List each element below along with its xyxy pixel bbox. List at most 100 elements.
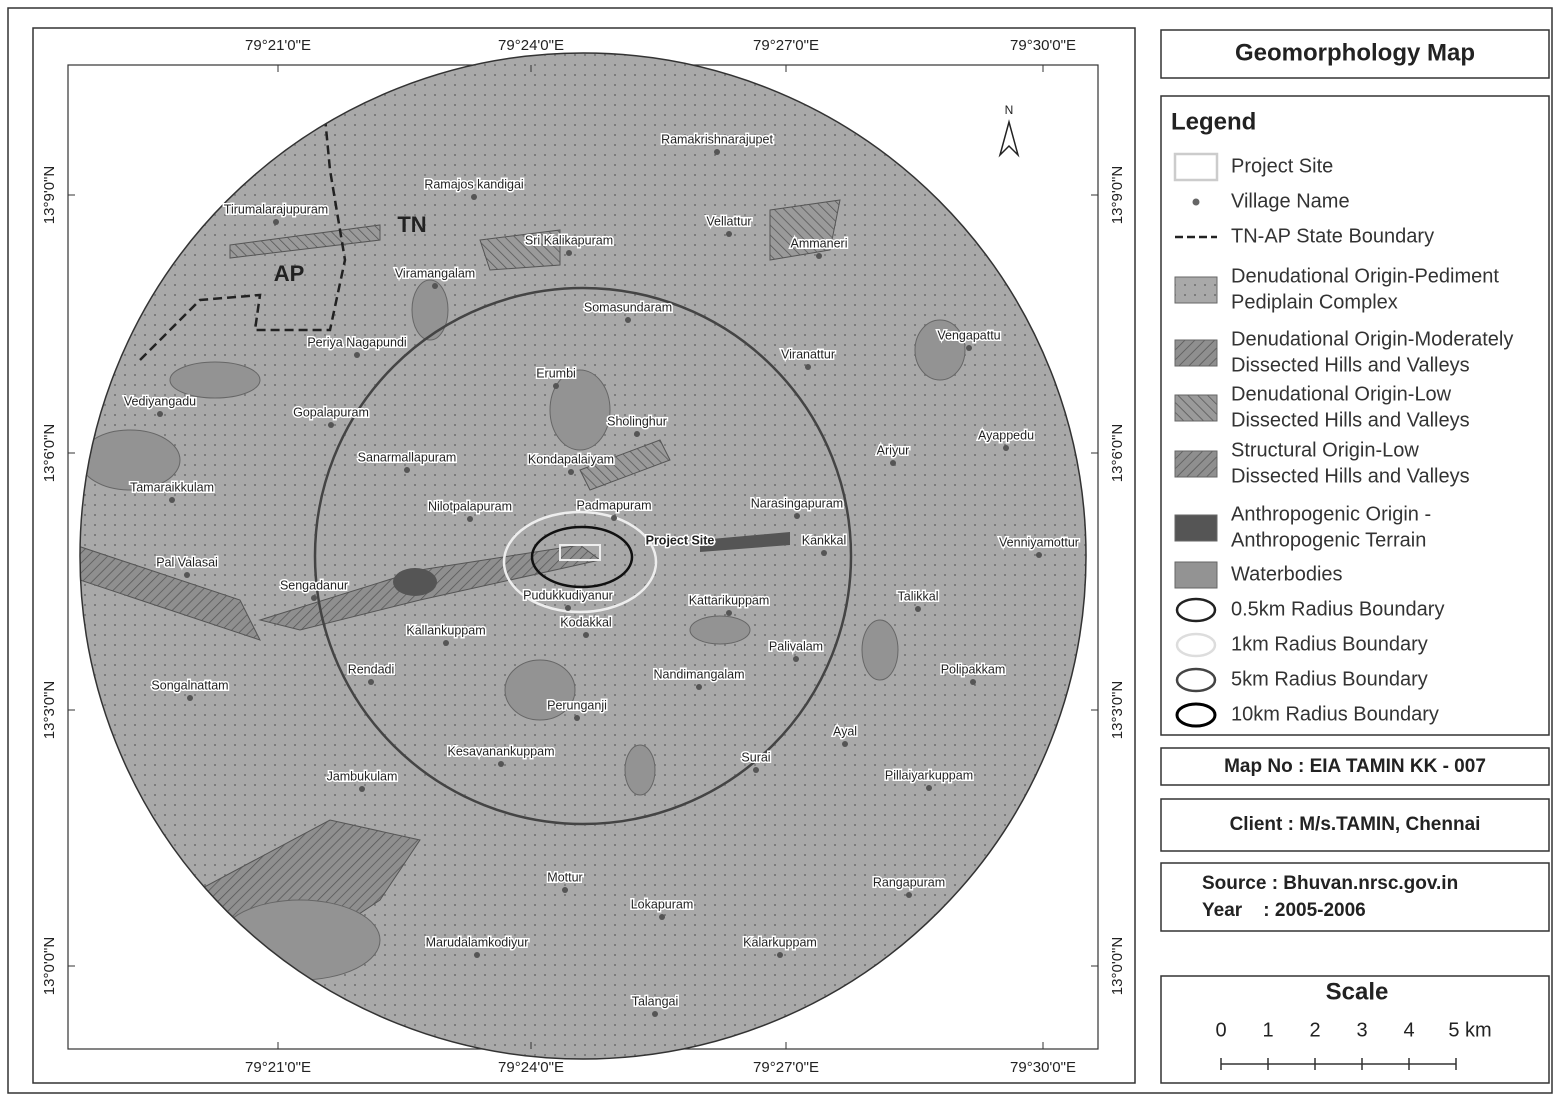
legend-label: Anthropogenic Origin - (1231, 503, 1431, 525)
legend-label: Pediplain Complex (1231, 291, 1398, 313)
legend-symbol (1175, 451, 1217, 477)
longitude-label: 79°30'0"E (1010, 37, 1076, 54)
village-label: Kankkal (802, 533, 846, 547)
village-dot (471, 194, 477, 200)
village-label: Mottur (547, 870, 582, 884)
legend-symbol (1175, 277, 1217, 303)
longitude-label: 79°27'0"E (753, 1059, 819, 1076)
village-dot (793, 656, 799, 662)
latitude-label: 13°0'0"N (1109, 937, 1126, 995)
village-dot (474, 952, 480, 958)
client: Client : M/s.TAMIN, Chennai (1230, 814, 1481, 835)
village-label: Pal Valasai (156, 555, 218, 569)
village-dot (562, 887, 568, 893)
scale-label: 1 (1262, 1019, 1273, 1041)
village-label: Talangai (632, 994, 679, 1008)
source: Source : Bhuvan.nrsc.gov.in (1202, 873, 1458, 894)
village-dot (652, 1011, 658, 1017)
village-dot (1003, 445, 1009, 451)
village-label: Marudalamkodiyur (426, 935, 529, 949)
state-label: TN (397, 212, 426, 237)
village-label: Sengadanur (280, 578, 348, 592)
village-dot (498, 761, 504, 767)
latitude-label: 13°3'0"N (41, 681, 58, 739)
village-label: Jambukulam (327, 769, 398, 783)
village-dot (611, 515, 617, 521)
legend-label: Denudational Origin-Low (1231, 383, 1452, 405)
village-label: Vediyangadu (124, 394, 196, 408)
village-label: Ariyur (877, 443, 910, 457)
village-dot (184, 572, 190, 578)
scale-label: 2 (1309, 1019, 1320, 1041)
village-dot (568, 469, 574, 475)
village-label: Nandimangalam (653, 667, 744, 681)
village-label: Ammaneri (791, 236, 848, 250)
latitude-label: 13°6'0"N (1109, 424, 1126, 482)
village-dot (696, 684, 702, 690)
village-label: Gopalapuram (293, 405, 369, 419)
legend-label: Village Name (1231, 190, 1350, 212)
village-dot (915, 606, 921, 612)
village-dot (794, 513, 800, 519)
village-label: Padmapuram (576, 498, 651, 512)
village-label: Lokapuram (631, 897, 694, 911)
village-dot (966, 345, 972, 351)
village-dot (359, 786, 365, 792)
village-dot (821, 550, 827, 556)
legend-symbol (1193, 199, 1200, 206)
village-label: Kodakkal (560, 615, 611, 629)
village-dot (311, 595, 317, 601)
village-label: Viramangalam (395, 266, 475, 280)
legend-title: Legend (1171, 108, 1256, 135)
village-label: Vellattur (706, 214, 751, 228)
village-dot (805, 364, 811, 370)
legend-symbol (1175, 395, 1217, 421)
legend-label: Denudational Origin-Moderately (1231, 328, 1513, 350)
village-dot (726, 610, 732, 616)
north-label: N (1005, 103, 1014, 117)
village-dot (583, 632, 589, 638)
village-dot (467, 516, 473, 522)
village-dot (157, 411, 163, 417)
village-dot (714, 149, 720, 155)
village-dot (634, 431, 640, 437)
village-dot (273, 219, 279, 225)
legend-label: TN-AP State Boundary (1231, 225, 1434, 247)
village-dot (970, 679, 976, 685)
village-label: Periya Nagapundi (307, 335, 406, 349)
longitude-label: 79°24'0"E (498, 37, 564, 54)
village-dot (777, 952, 783, 958)
legend-symbol (1175, 515, 1217, 541)
village-label: Ayal (833, 724, 857, 738)
latitude-label: 13°3'0"N (1109, 681, 1126, 739)
legend-symbol (1175, 154, 1217, 180)
longitude-label: 79°21'0"E (245, 1059, 311, 1076)
legend-label: Project Site (1231, 155, 1333, 177)
village-dot (566, 250, 572, 256)
village-dot (354, 352, 360, 358)
state-label: AP (274, 261, 305, 286)
legend-symbol (1177, 599, 1215, 621)
village-label: Sanarmallapuram (358, 450, 457, 464)
village-label: Pudukkudiyanur (523, 588, 613, 602)
village-dot (1036, 552, 1042, 558)
village-dot (659, 914, 665, 920)
village-dot (328, 422, 334, 428)
legend-label: 5km Radius Boundary (1231, 668, 1428, 690)
legend-label: 1km Radius Boundary (1231, 633, 1428, 655)
latitude-label: 13°0'0"N (41, 937, 58, 995)
legend-label: Structural Origin-Low (1231, 439, 1419, 461)
map-title: Geomorphology Map (1235, 39, 1475, 66)
village-label: Sholinghur (607, 414, 667, 428)
village-dot (890, 460, 896, 466)
legend-label: Dissected Hills and Valleys (1231, 409, 1470, 431)
year: Year : 2005-2006 (1202, 900, 1366, 921)
longitude-label: 79°21'0"E (245, 37, 311, 54)
legend-label: Waterbodies (1231, 563, 1343, 585)
legend-label: Dissected Hills and Valleys (1231, 465, 1470, 487)
page: N TN AP Project Site RamakrishnarajupetR… (0, 0, 1560, 1101)
village-label: Viranattur (781, 347, 835, 361)
scale-label: 0 (1215, 1019, 1226, 1041)
village-dot (565, 605, 571, 611)
village-dot (574, 715, 580, 721)
